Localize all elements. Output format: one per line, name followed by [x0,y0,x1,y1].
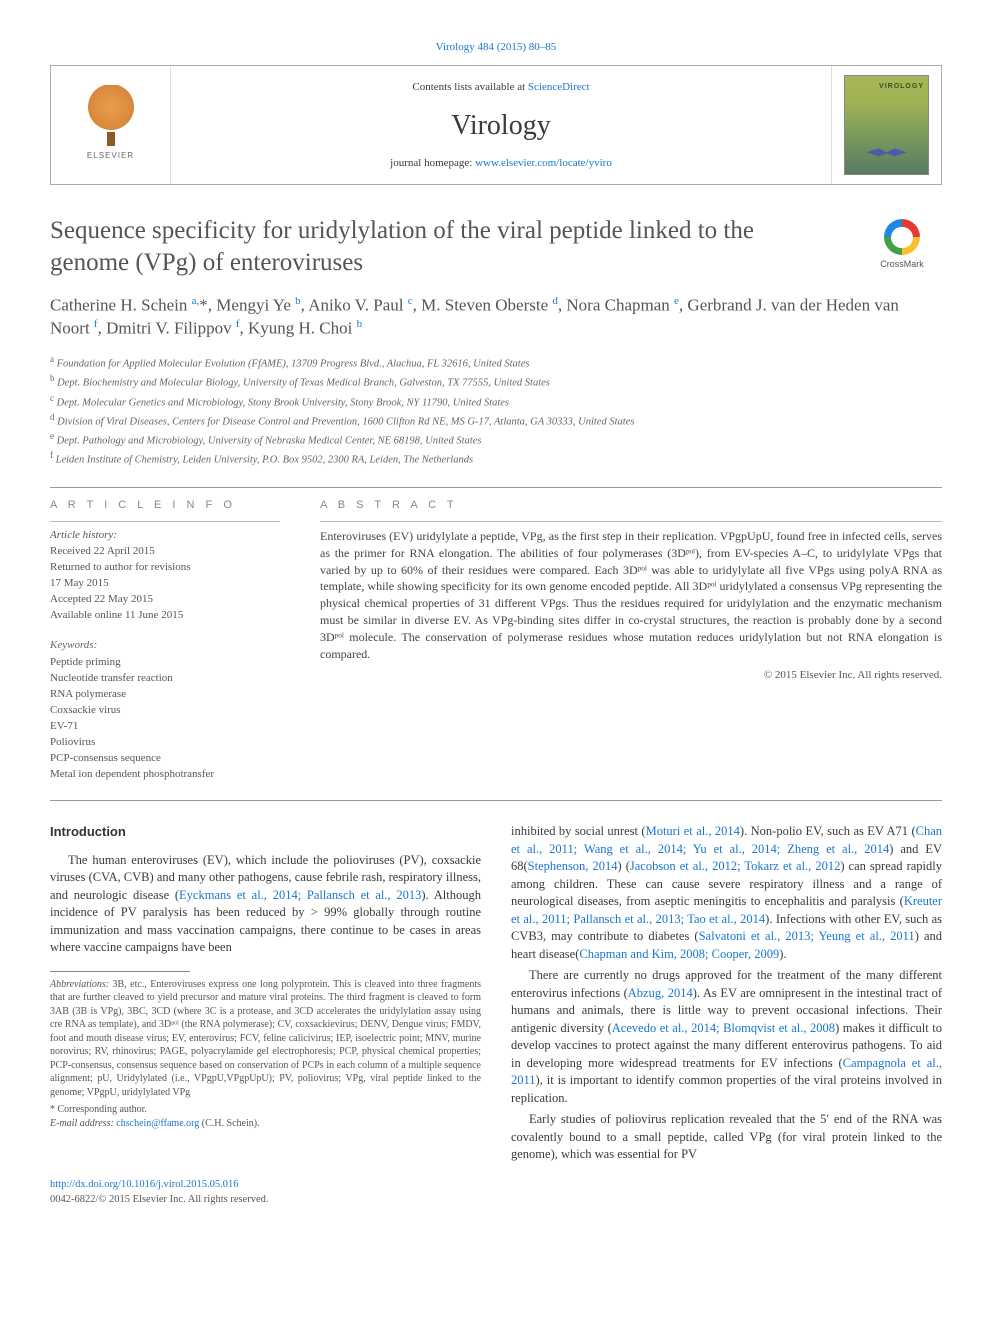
journal-cover-cell: VIROLOGY [831,66,941,184]
affiliation-line: c Dept. Molecular Genetics and Microbiol… [50,392,942,411]
body-two-columns: Introduction The human enteroviruses (EV… [50,823,942,1164]
citation-link[interactable]: Abzug, 2014 [628,986,693,1000]
email-suffix: (C.H. Schein). [199,1118,259,1129]
body-text: ), it is important to identify common pr… [511,1073,942,1105]
article-info-column: A R T I C L E I N F O Article history: R… [50,498,280,783]
keyword-item: Metal ion dependent phosphotransfer [50,767,280,783]
citation-link[interactable]: Acevedo et al., 2014; Blomqvist et al., … [612,1021,835,1035]
keyword-item: PCP-consensus sequence [50,751,280,767]
homepage-prefix: journal homepage: [390,157,475,169]
keyword-item: EV-71 [50,719,280,735]
contents-prefix: Contents lists available at [412,81,527,93]
cover-bird-icon [867,142,907,162]
history-accepted: Accepted 22 May 2015 [50,593,153,605]
body-text: ). Non-polio EV, such as EV A71 ( [740,824,916,838]
footnote-rule [50,971,190,972]
abbreviations-footnote: Abbreviations: 3B, etc., Enteroviruses e… [50,978,481,1100]
affiliation-line: a Foundation for Applied Molecular Evolu… [50,353,942,372]
citation-link[interactable]: Jacobson et al., 2012; Tokarz et al., 20… [630,859,840,873]
affiliation-line: b Dept. Biochemistry and Molecular Biolo… [50,372,942,391]
section-rule-1 [50,487,942,488]
keyword-item: RNA polymerase [50,687,280,703]
elsevier-label: ELSEVIER [87,150,134,161]
corresponding-author-note: * Corresponding author. [50,1103,481,1117]
body-paragraph-continuation: inhibited by social unrest (Moturi et al… [511,823,942,963]
keyword-item: Coxsackie virus [50,703,280,719]
introduction-heading: Introduction [50,823,481,841]
body-text: inhibited by social unrest ( [511,824,646,838]
journal-header-box: ELSEVIER Contents lists available at Sci… [50,65,942,185]
publisher-logo-cell: ELSEVIER [51,66,171,184]
issn-copyright-line: 0042-6822/© 2015 Elsevier Inc. All right… [50,1194,269,1205]
journal-header-center: Contents lists available at ScienceDirec… [171,66,831,184]
article-title: Sequence specificity for uridylylation o… [50,215,810,278]
contents-line: Contents lists available at ScienceDirec… [412,80,589,95]
body-text: ) ( [617,859,629,873]
elsevier-tree-icon [86,85,136,140]
history-online: Available online 11 June 2015 [50,609,183,621]
doi-block: http://dx.doi.org/10.1016/j.virol.2015.0… [50,1178,942,1207]
abbr-label: Abbreviations: [50,979,109,990]
affiliations-list: a Foundation for Applied Molecular Evolu… [50,353,942,469]
article-history: Article history: Received 22 April 2015 … [50,528,280,624]
affiliation-line: e Dept. Pathology and Microbiology, Univ… [50,430,942,449]
abbr-text: 3B, etc., Enteroviruses express one long… [50,979,481,1098]
citation-link[interactable]: Salvatoni et al., 2013; Yeung et al., 20… [699,929,915,943]
journal-name: Virology [451,106,550,145]
body-text: ). [779,947,786,961]
citation-link[interactable]: Moturi et al., 2014 [646,824,740,838]
keywords-list: Peptide primingNucleotide transfer react… [50,655,280,783]
sciencedirect-link[interactable]: ScienceDirect [528,81,590,93]
journal-homepage-link[interactable]: www.elsevier.com/locate/yviro [475,157,612,169]
history-returned-date: 17 May 2015 [50,577,109,589]
authors-list: Catherine H. Schein a,*, Mengyi Ye b, An… [50,294,942,341]
email-label: E-mail address: [50,1118,116,1129]
citation-link[interactable]: Stephenson, 2014 [528,859,618,873]
elsevier-logo: ELSEVIER [76,85,146,165]
history-returned: Returned to author for revisions [50,561,191,573]
abstract-column: A B S T R A C T Enteroviruses (EV) uridy… [320,498,942,783]
citation-link[interactable]: Eyckmans et al., 2014; Pallansch et al.,… [179,888,421,902]
corresponding-email-link[interactable]: chschein@ffame.org [116,1118,199,1129]
body-paragraph-2: There are currently no drugs approved fo… [511,967,942,1107]
affiliation-line: f Leiden Institute of Chemistry, Leiden … [50,449,942,468]
journal-cover-thumbnail: VIROLOGY [844,75,929,175]
cover-title: VIROLOGY [879,82,924,92]
keywords-label: Keywords: [50,638,280,653]
crossmark-icon [884,219,920,255]
crossmark-label: CrossMark [880,258,924,271]
crossmark-badge[interactable]: CrossMark [862,219,942,271]
email-footnote: E-mail address: chschein@ffame.org (C.H.… [50,1117,481,1131]
doi-link[interactable]: http://dx.doi.org/10.1016/j.virol.2015.0… [50,1179,239,1190]
history-received: Received 22 April 2015 [50,545,155,557]
info-rule [50,521,280,522]
affiliation-line: d Division of Viral Diseases, Centers fo… [50,411,942,430]
abstract-label: A B S T R A C T [320,498,942,513]
top-citation: Virology 484 (2015) 80–85 [50,40,942,55]
body-paragraph-3: Early studies of poliovirus replication … [511,1111,942,1164]
intro-paragraph-1: The human enteroviruses (EV), which incl… [50,852,481,957]
article-info-label: A R T I C L E I N F O [50,498,280,513]
citation-link[interactable]: Chapman and Kim, 2008; Cooper, 2009 [579,947,779,961]
keyword-item: Peptide priming [50,655,280,671]
history-title: Article history: [50,529,117,541]
section-rule-2 [50,800,942,801]
abstract-rule [320,521,942,522]
homepage-line: journal homepage: www.elsevier.com/locat… [390,156,612,171]
keyword-item: Poliovirus [50,735,280,751]
abstract-text: Enteroviruses (EV) uridylylate a peptide… [320,528,942,662]
copyright-line: © 2015 Elsevier Inc. All rights reserved… [320,668,942,683]
keyword-item: Nucleotide transfer reaction [50,671,280,687]
